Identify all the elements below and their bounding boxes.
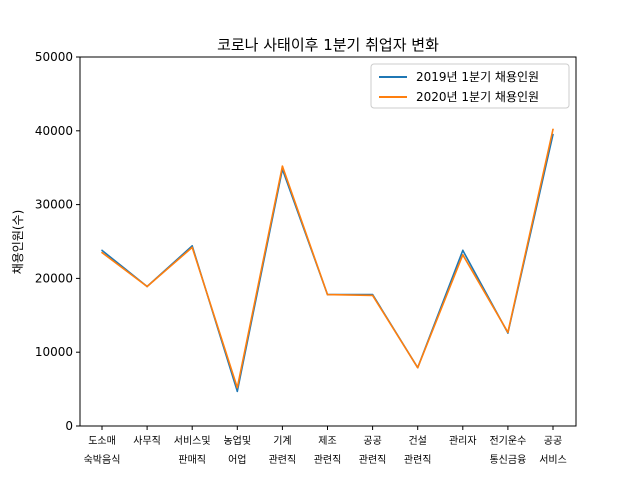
x-tick-label: 전기운수 xyxy=(489,435,526,447)
data-point xyxy=(191,246,193,249)
y-tick-label: 50000 xyxy=(35,50,73,64)
y-tick-label: 10000 xyxy=(35,345,73,359)
x-tick-label: 관련직 xyxy=(404,454,432,466)
data-point xyxy=(236,386,239,389)
y-tick-label: 40000 xyxy=(35,124,73,138)
legend: 2019년 1분기 채용인원 2020년 1분기 채용인원 xyxy=(370,63,570,109)
y-tick-label: 30000 xyxy=(35,198,73,212)
x-tick-label: 관련직 xyxy=(359,454,387,466)
legend-box xyxy=(370,63,570,109)
data-point xyxy=(146,285,148,288)
data-point xyxy=(552,128,554,131)
x-tick-label: 제조 xyxy=(318,435,336,447)
x-tick-label: 판매직 xyxy=(178,454,206,466)
x-tick-label: 관련직 xyxy=(314,454,342,466)
legend-label-1: 2019년 1분기 채용인원 xyxy=(416,70,539,84)
x-tick-label: 통신금융 xyxy=(489,454,526,466)
series-group xyxy=(101,128,554,393)
data-point xyxy=(371,294,374,297)
data-point xyxy=(101,251,103,254)
data-point xyxy=(101,249,103,252)
x-tick-label: 서비스및 xyxy=(174,435,211,447)
x-tick-label: 서비스 xyxy=(539,454,567,466)
data-point xyxy=(326,293,329,296)
x-tick-label: 어업 xyxy=(228,453,246,466)
data-point xyxy=(281,165,284,168)
y-tick-label: 0 xyxy=(65,419,73,433)
x-tick-label: 관련직 xyxy=(269,454,297,466)
series-line-2 xyxy=(101,129,554,389)
x-tick-label: 공공 xyxy=(544,435,562,447)
x-tick-label: 도소매 xyxy=(88,435,116,447)
series-line-1 xyxy=(101,134,554,393)
y-axis: 0 10000 20000 30000 40000 50000 xyxy=(35,50,80,433)
x-tick-label: 관리자 xyxy=(449,435,477,447)
y-tick-label: 20000 xyxy=(35,271,73,285)
chart-title: 코로나 사태이후 1분기 취업자 변화 xyxy=(217,36,439,54)
data-point xyxy=(462,249,464,252)
x-tick-label: 건설 xyxy=(408,435,426,447)
data-point xyxy=(236,390,239,393)
data-point xyxy=(507,331,509,334)
x-tick-label: 농업및 xyxy=(223,434,251,447)
data-point xyxy=(462,253,464,256)
x-tick-label: 공공 xyxy=(363,435,381,447)
plot-area-frame xyxy=(79,56,577,427)
x-tick-label: 사무직 xyxy=(133,435,161,447)
data-point xyxy=(416,366,419,369)
x-tick-label: 기계 xyxy=(273,435,291,447)
data-point xyxy=(191,245,193,247)
y-axis-label: 채용인원(수) xyxy=(11,210,25,275)
legend-label-2: 2020년 1분기 채용인원 xyxy=(416,90,539,104)
x-tick-label: 숙박음식 xyxy=(84,454,121,466)
